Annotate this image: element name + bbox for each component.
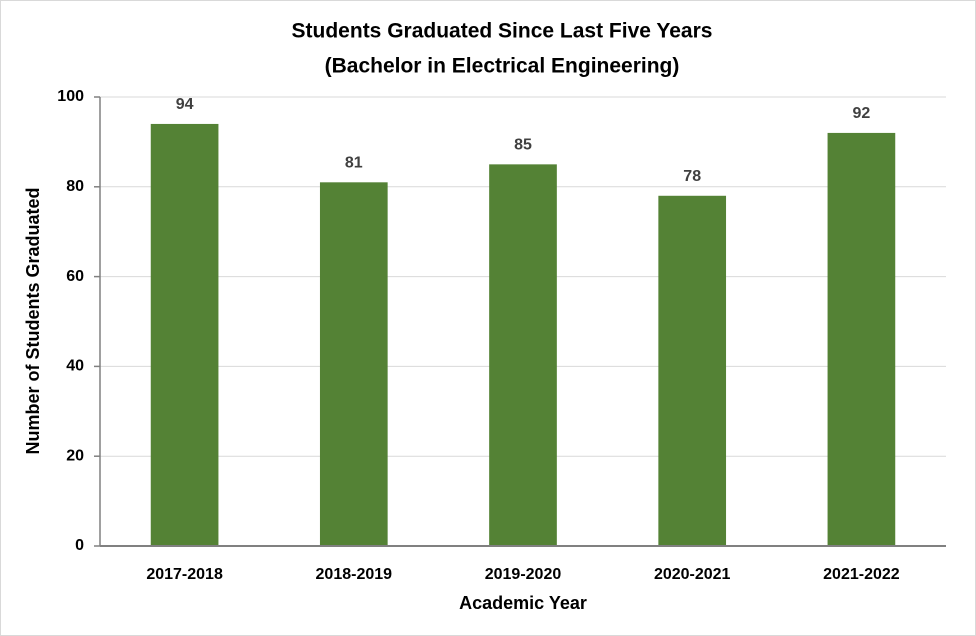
bar (658, 195, 727, 546)
data-label: 81 (345, 155, 363, 172)
y-tick-label: 0 (75, 537, 84, 554)
bar (150, 123, 219, 546)
x-tick-label: 2017-2018 (146, 566, 223, 583)
data-label: 92 (853, 105, 871, 122)
y-axis-label: Number of Students Graduated (23, 187, 43, 454)
chart-title: Students Graduated Since Last Five Years (292, 20, 713, 43)
x-tick-label: 2020-2021 (654, 566, 731, 583)
data-label: 85 (514, 137, 532, 154)
x-tick-label: 2021-2022 (823, 566, 900, 583)
bar (319, 182, 388, 546)
data-label: 78 (683, 168, 701, 185)
y-tick-label: 40 (66, 358, 84, 375)
y-tick-label: 20 (66, 447, 84, 464)
x-axis-label: Academic Year (459, 593, 587, 613)
chart-subtitle: (Bachelor in Electrical Engineering) (325, 55, 680, 78)
y-tick-label: 60 (66, 268, 84, 285)
bar (489, 164, 557, 546)
x-tick-label: 2018-2019 (316, 566, 393, 583)
x-tick-label: 2019-2020 (485, 566, 562, 583)
data-label: 94 (176, 96, 194, 113)
y-tick-label: 100 (57, 88, 84, 105)
bar (827, 132, 896, 547)
y-tick-label: 80 (66, 178, 84, 195)
